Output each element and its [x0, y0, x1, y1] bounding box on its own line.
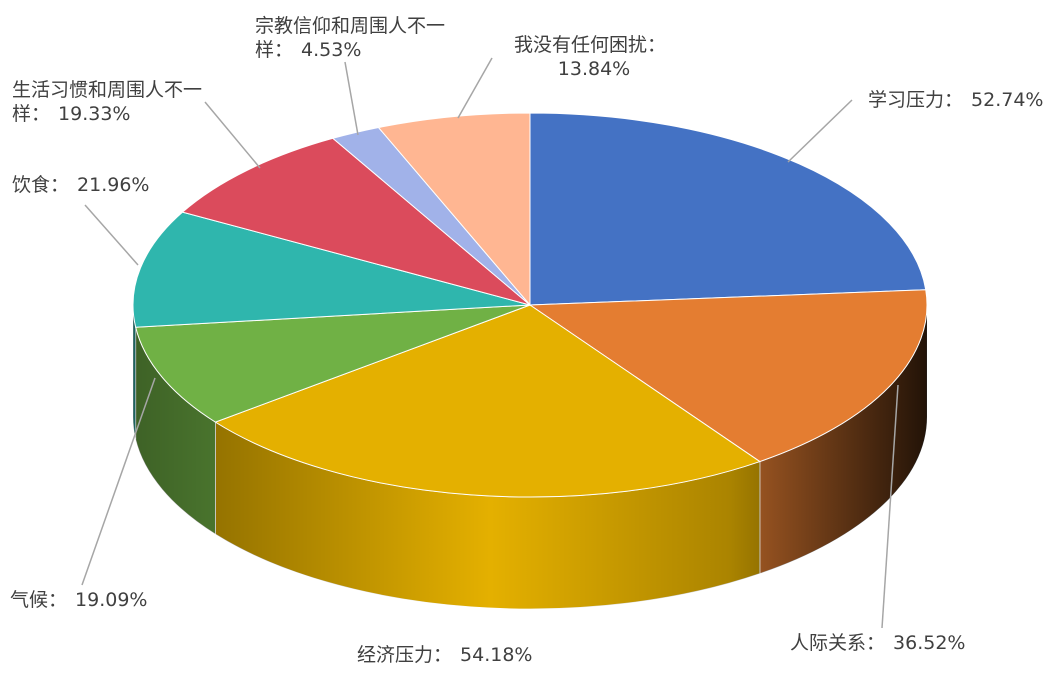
side-shade — [133, 305, 136, 440]
pie-tops — [132, 112, 928, 498]
data-label: 气候： 19.09% — [10, 588, 210, 612]
pie-slice — [529, 112, 927, 306]
data-label: 我没有任何困扰：13.84% — [505, 33, 675, 81]
label-category: 人际关系： — [790, 632, 886, 654]
leader-lines — [81, 57, 899, 629]
label-category: 经济压力： — [357, 644, 453, 666]
side-shade — [215, 422, 760, 609]
label-value: 13.84% — [557, 58, 631, 80]
pie-slice — [214, 304, 761, 498]
label-value: 4.53% — [301, 39, 362, 61]
leader-line — [787, 99, 853, 163]
pie-slice — [181, 137, 531, 306]
pie-slice — [132, 211, 531, 328]
leader-line — [881, 384, 899, 629]
data-label: 人际关系： 36.52% — [790, 631, 1010, 655]
label-category: 生活习惯和周围人不一样： — [12, 79, 203, 125]
pie-slice — [135, 304, 531, 423]
label-value: 52.74% — [971, 89, 1044, 111]
label-value: 19.09% — [75, 589, 148, 611]
side-shade — [759, 305, 927, 574]
label-category: 学习压力： — [868, 89, 964, 111]
leader-line — [457, 57, 493, 119]
label-category: 气候： — [10, 589, 68, 611]
label-category: 我没有任何困扰： — [513, 34, 666, 56]
data-label: 经济压力： 54.18% — [357, 643, 577, 667]
data-label: 宗教信仰和周围人不一样： 4.53% — [255, 14, 455, 62]
label-value: 21.96% — [77, 174, 150, 196]
pie-slice — [377, 112, 531, 307]
data-label: 生活习惯和周围人不一样： 19.33% — [12, 78, 212, 126]
pie-slice — [528, 289, 928, 463]
leader-line — [344, 61, 359, 136]
label-category: 宗教信仰和周围人不一样： — [255, 15, 446, 61]
data-label: 学习压力： 52.74% — [868, 88, 1062, 112]
side-shade — [135, 327, 216, 535]
data-label: 饮食： 21.96% — [12, 173, 212, 197]
pie-sides — [132, 304, 928, 610]
label-value: 19.33% — [58, 103, 131, 125]
label-category: 饮食： — [12, 174, 70, 196]
label-value: 54.18% — [460, 644, 533, 666]
label-value: 36.52% — [893, 632, 966, 654]
leader-line — [81, 377, 156, 586]
leader-line — [204, 101, 261, 169]
leader-line — [84, 204, 139, 266]
